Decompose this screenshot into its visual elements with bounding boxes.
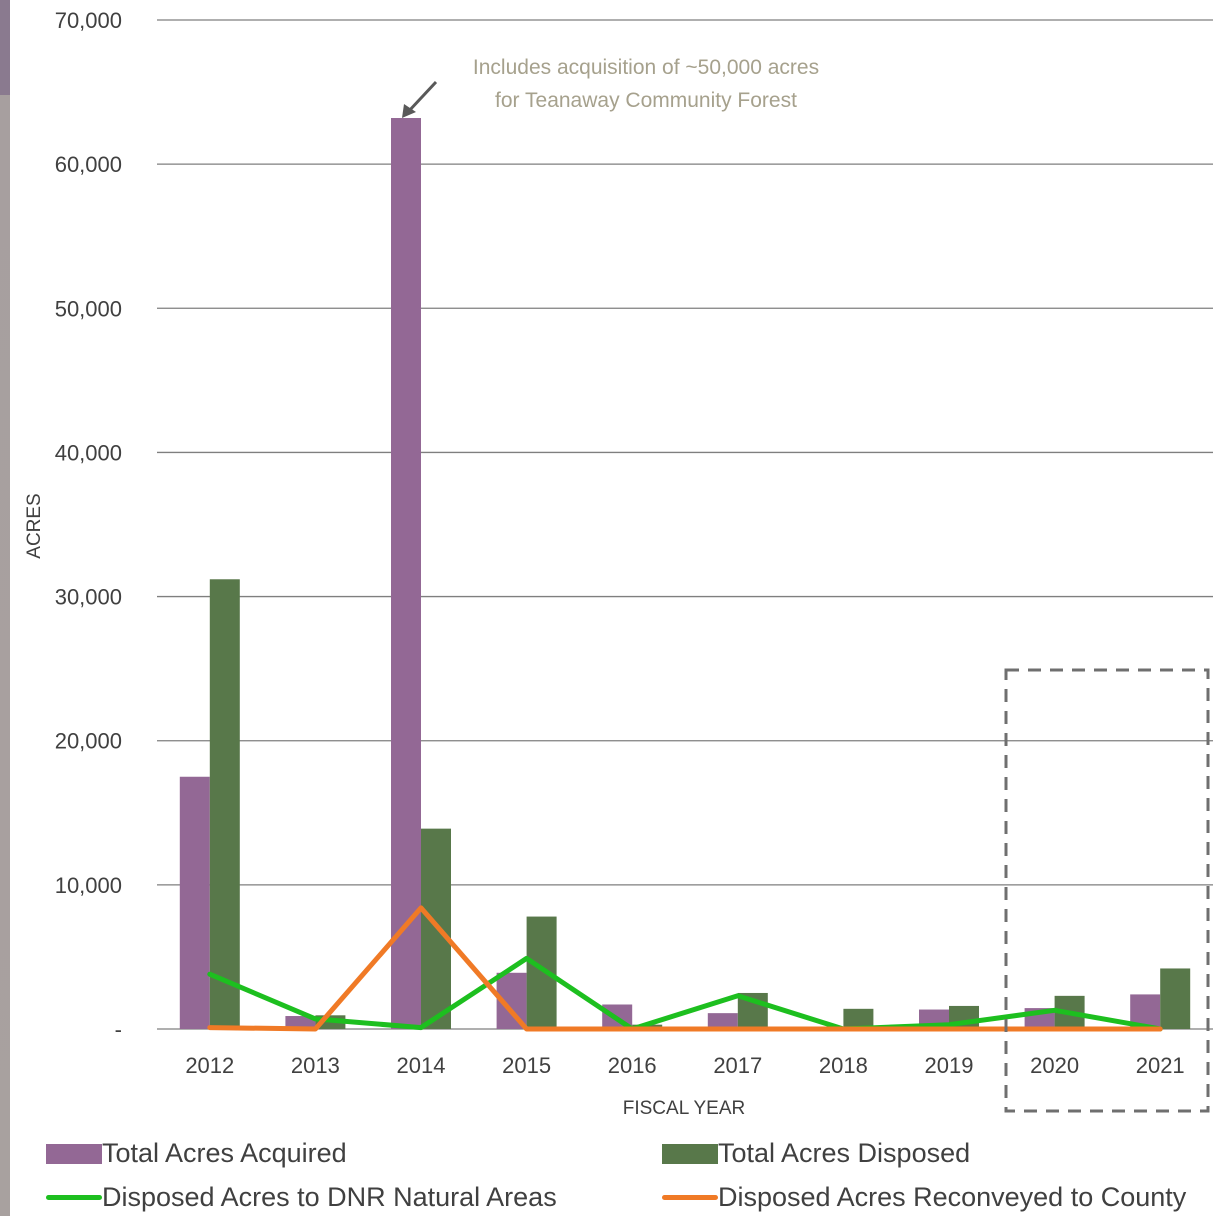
x-tick-label: 2017 xyxy=(713,1053,762,1078)
legend-swatch-disposed xyxy=(662,1143,718,1164)
annotation-arrowhead xyxy=(402,104,416,118)
y-tick-label: 20,000 xyxy=(55,729,122,754)
y-tick-label: 70,000 xyxy=(55,8,122,33)
legend-item-dnr: Disposed Acres to DNR Natural Areas xyxy=(46,1182,557,1213)
x-tick-label: 2012 xyxy=(185,1053,234,1078)
x-tick-label: 2015 xyxy=(502,1053,551,1078)
x-tick-label: 2020 xyxy=(1030,1053,1079,1078)
x-tick-label: 2013 xyxy=(291,1053,340,1078)
lines-group xyxy=(207,905,1163,1032)
line-reconveyed-county xyxy=(207,905,1163,1032)
legend-swatch-county xyxy=(662,1195,718,1200)
bars-group xyxy=(179,118,1191,1029)
annotation-line-2: for Teanaway Community Forest xyxy=(495,89,797,112)
highlight-box xyxy=(1004,668,1210,1113)
legend-item-acquired: Total Acres Acquired xyxy=(46,1138,347,1169)
bar-acquired xyxy=(285,1016,316,1029)
x-tick-label: 2021 xyxy=(1136,1053,1185,1078)
x-tick-label: 2019 xyxy=(925,1053,974,1078)
y-tick-label: 50,000 xyxy=(55,296,122,321)
bar-acquired xyxy=(391,118,421,1029)
y-axis-title: ACRES xyxy=(24,493,45,558)
legend-label-county: Disposed Acres Reconveyed to County xyxy=(718,1182,1187,1212)
chart-canvas: - 10,000 20,000 30,000 40,000 50,000 60,000 70,… xyxy=(24,8,1213,1119)
legend-swatch-acquired xyxy=(46,1143,102,1164)
legend-swatch-dnr xyxy=(46,1195,102,1200)
y-axis-ticks: - 10,000 20,000 30,000 40,000 50,000 60,000 70,… xyxy=(55,8,122,1042)
x-tick-label: 2014 xyxy=(397,1053,446,1078)
bar-acquired xyxy=(179,776,210,1029)
legend-label-disposed: Total Acres Disposed xyxy=(718,1138,971,1168)
legend-label-acquired: Total Acres Acquired xyxy=(102,1138,347,1168)
annotation-line-1: Includes acquisition of ~50,000 acres xyxy=(473,56,819,79)
x-tick-label: 2016 xyxy=(608,1053,657,1078)
annotation: Includes acquisition of ~50,000 acres fo… xyxy=(402,56,819,118)
x-axis-title: FISCAL YEAR xyxy=(623,1098,746,1119)
bar-disposed xyxy=(843,1008,874,1029)
x-tick-label: 2018 xyxy=(819,1053,868,1078)
y-tick-label: 40,000 xyxy=(55,440,122,465)
y-tick-label: 60,000 xyxy=(55,152,122,177)
legend-label-dnr: Disposed Acres to DNR Natural Areas xyxy=(102,1182,557,1212)
bar-disposed xyxy=(1160,968,1191,1029)
y-tick-label: 10,000 xyxy=(55,873,122,898)
x-axis-ticks: 2012 2013 2014 2015 2016 2017 2018 2019 2020 2021 xyxy=(185,1053,1184,1078)
bar-acquired xyxy=(707,1013,738,1029)
legend-item-disposed: Total Acres Disposed xyxy=(662,1138,970,1169)
legend-item-county: Disposed Acres Reconveyed to County xyxy=(662,1182,1186,1213)
legend: Total Acres Acquired Total Acres Dispose… xyxy=(0,1130,1229,1216)
gridlines xyxy=(157,19,1213,1030)
y-tick-label: - xyxy=(115,1017,122,1042)
line-dnr-natural-areas xyxy=(207,955,1163,1032)
annotation-arrow xyxy=(406,80,438,114)
bar-disposed xyxy=(209,579,240,1029)
y-tick-label: 30,000 xyxy=(55,585,122,610)
left-edge-strip xyxy=(0,0,10,1216)
